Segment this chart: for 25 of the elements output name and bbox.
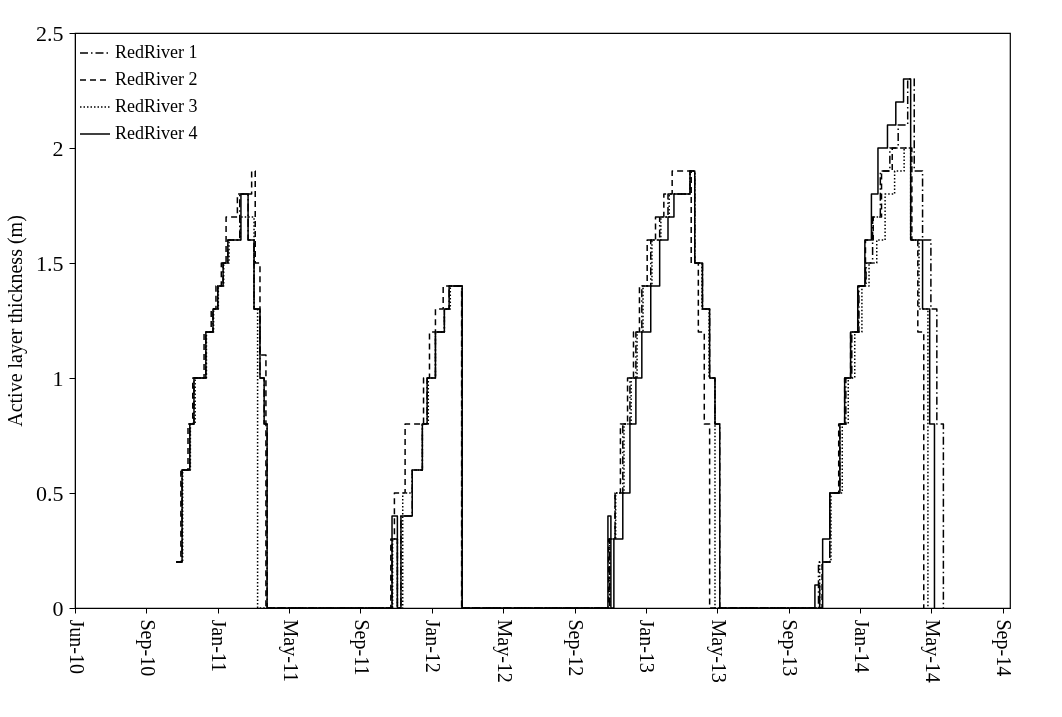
x-tick-label: Jan-13	[636, 619, 659, 673]
y-tick-label: 2.5	[36, 20, 64, 46]
x-tick-label: Sep-13	[778, 619, 802, 677]
x-tick-label: May-11	[278, 619, 302, 683]
legend-label: RedRiver 2	[115, 69, 198, 89]
x-tick-label: Sep-11	[350, 619, 373, 676]
x-tick-label: Jan-12	[422, 619, 445, 673]
x-tick-label: May-14	[920, 619, 944, 683]
y-tick-label: 0	[52, 595, 64, 621]
y-axis-title: Active layer thickness (m)	[4, 215, 27, 427]
y-tick-label: 1.5	[36, 250, 64, 276]
x-tick-label: Sep-12	[564, 619, 588, 677]
x-tick-label: Jun-10	[65, 619, 88, 674]
x-tick-label: Jan-14	[850, 619, 873, 673]
x-tick-label: May-12	[492, 619, 516, 683]
legend-label: RedRiver 1	[115, 42, 198, 62]
y-tick-label: 1	[52, 365, 64, 391]
legend-label: RedRiver 3	[115, 96, 198, 116]
x-tick-label: May-13	[706, 619, 730, 683]
x-tick-label: Sep-10	[135, 619, 159, 677]
x-tick-label: Sep-14	[992, 619, 1016, 677]
legend-label: RedRiver 4	[115, 123, 198, 143]
y-tick-label: 2	[52, 135, 64, 161]
y-tick-label: 0.5	[36, 480, 64, 506]
x-tick-label: Jan-11	[208, 619, 231, 673]
